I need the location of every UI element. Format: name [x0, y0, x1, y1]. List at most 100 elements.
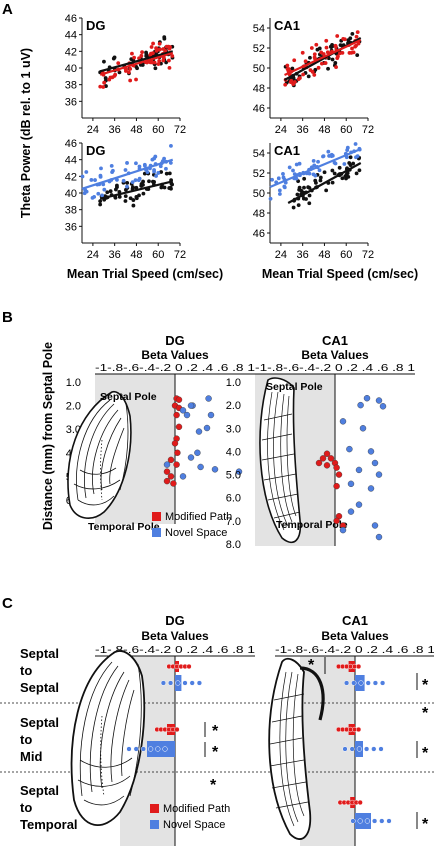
- panel-b-legend: Modified Path Novel Space: [152, 511, 232, 539]
- panel-b-dg-title: DG: [165, 333, 185, 348]
- a-ytick-label: 42: [65, 171, 77, 183]
- a-data-point: [290, 66, 295, 71]
- a-data-point: [333, 44, 338, 49]
- a-ytick-label: 40: [65, 188, 77, 200]
- a-data-point: [324, 38, 329, 43]
- a-ytick-label: 46: [253, 228, 265, 240]
- a-data-point: [355, 154, 360, 159]
- b-dg-point: [179, 407, 187, 414]
- a-data-point: [100, 193, 105, 198]
- a-data-point: [152, 169, 157, 174]
- a-data-point: [345, 145, 350, 150]
- a-data-point: [140, 50, 144, 55]
- a-xtick-label: 72: [174, 124, 186, 136]
- a-data-point: [134, 195, 139, 199]
- star-ca1-temporal: *: [422, 816, 429, 833]
- panel-a: Theta Power (dB rel. to 1 uV) Mean Trial…: [19, 13, 418, 281]
- a-data-point: [297, 161, 302, 166]
- b-ca1-point: [375, 533, 383, 541]
- a-data-point: [324, 45, 329, 50]
- b-ca1-point: [371, 459, 379, 467]
- a-data-point: [312, 55, 317, 60]
- a-ytick-label: 38: [65, 205, 77, 217]
- a-data-point: [169, 143, 173, 148]
- a-data-point: [128, 66, 133, 71]
- a-data-point: [287, 165, 292, 170]
- a-data-point: [332, 171, 337, 176]
- a-data-point: [112, 74, 117, 78]
- a-data-point: [336, 54, 340, 59]
- dg-hippocampus-drawing-c: [70, 650, 146, 826]
- c-dg-bar-point: [167, 680, 174, 686]
- a-data-point: [125, 181, 130, 185]
- a-data-point: [313, 67, 318, 72]
- c-ca1-bar-point: [342, 746, 348, 752]
- c-ca1-bar-point: [355, 663, 362, 670]
- a-data-point: [145, 170, 150, 175]
- a-fit-line: [81, 158, 174, 190]
- a-data-point: [128, 196, 133, 201]
- b-ca1-point: [339, 418, 347, 425]
- a-data-point: [316, 65, 321, 70]
- a-data-point: [139, 53, 144, 58]
- a-subplot-title: DG: [86, 143, 106, 158]
- a-data-point: [341, 36, 346, 41]
- a-xtick-label: 24: [87, 124, 99, 136]
- c-dg-bar-point: [140, 746, 147, 752]
- b-dg-point: [163, 477, 171, 485]
- a-data-point: [170, 54, 175, 58]
- a-data-point: [140, 63, 145, 67]
- a-data-point: [348, 163, 353, 167]
- a-data-point: [321, 154, 325, 159]
- b-ca1-point: [315, 459, 323, 467]
- a-ytick-label: 52: [253, 43, 265, 55]
- a-data-point: [335, 34, 340, 38]
- a-data-point: [323, 61, 328, 65]
- a-data-point: [123, 168, 128, 172]
- a-data-point: [157, 41, 162, 46]
- a-data-point: [99, 166, 103, 171]
- a-xtick-label: 36: [297, 124, 309, 136]
- a-data-point: [112, 55, 117, 60]
- a-data-point: [156, 171, 161, 175]
- a-data-point: [131, 198, 136, 202]
- c-dg-bar-point: [147, 746, 154, 752]
- a-data-point: [89, 178, 94, 182]
- b-dg-point: [167, 456, 175, 464]
- panel-a-xlabel-right: Mean Trial Speed (cm/sec): [262, 267, 418, 281]
- a-data-point: [132, 55, 137, 60]
- b-dg-point: [187, 454, 195, 461]
- a-data-point: [113, 195, 118, 200]
- a-data-point: [350, 46, 354, 51]
- legend-c-modified-swatch: [150, 804, 159, 813]
- a-ytick-label: 54: [253, 148, 265, 160]
- a-data-point: [337, 51, 342, 56]
- panel-c-dg-beta-label: Beta Values: [141, 629, 209, 643]
- a-data-point: [343, 174, 348, 179]
- c-dg-bar-point: [174, 726, 180, 733]
- a-data-point: [125, 184, 129, 189]
- a-data-point: [285, 67, 290, 72]
- a-data-point: [168, 185, 173, 190]
- a-data-point: [162, 35, 167, 40]
- panel-c-legend: Modified Path Novel Space: [150, 803, 230, 831]
- a-data-point: [317, 168, 322, 173]
- a-data-point: [135, 66, 139, 71]
- c-ca1-bar-point: [356, 746, 363, 752]
- star-ca1-septal: *: [422, 677, 429, 694]
- a-data-point: [125, 161, 129, 165]
- a-data-point: [130, 51, 134, 56]
- b-dg-point: [187, 402, 195, 409]
- a-data-point: [110, 170, 115, 175]
- a-data-point: [134, 161, 138, 166]
- a-data-point: [101, 85, 106, 89]
- c-ca1-bar-point: [357, 799, 363, 806]
- a-data-point: [133, 178, 138, 183]
- c-ca1-bar-point: [343, 680, 350, 686]
- a-ytick-label: 46: [65, 13, 77, 25]
- a-data-point: [103, 76, 108, 80]
- a-xtick-label: 36: [109, 249, 121, 261]
- a-data-point: [302, 185, 306, 190]
- a-data-point: [164, 171, 169, 176]
- a-data-point: [307, 193, 312, 198]
